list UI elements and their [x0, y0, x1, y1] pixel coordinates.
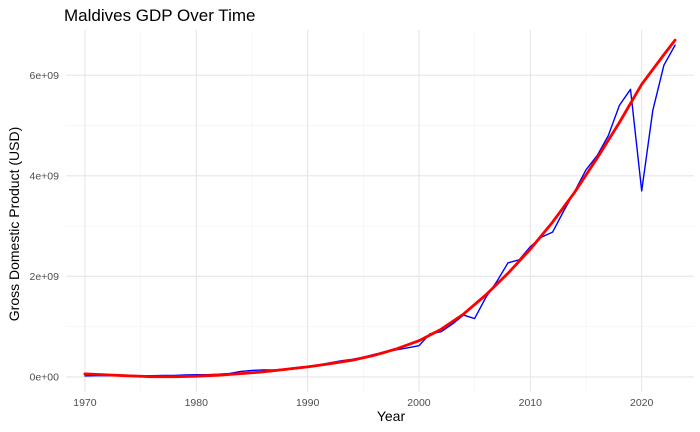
- y-axis-title: Gross Domestic Product (USD): [6, 127, 22, 321]
- chart-title: Maldives GDP Over Time: [64, 6, 255, 25]
- gdp-trend-line: [83, 38, 677, 379]
- x-tick-label: 2000: [407, 397, 431, 409]
- x-axis-ticks: 1970 1980 1990 2000 2010 2020: [73, 397, 653, 409]
- y-axis-ticks: 0e+00 2e+09 4e+09 6e+09: [30, 70, 60, 384]
- x-tick-label: 1970: [73, 397, 97, 409]
- x-tick-label: 2010: [519, 397, 543, 409]
- y-tick-label: 2e+09: [30, 271, 60, 283]
- x-tick-label: 1980: [185, 397, 209, 409]
- x-axis-title: Year: [377, 408, 406, 424]
- x-tick-label: 1990: [296, 397, 320, 409]
- y-tick-label: 0e+00: [30, 371, 60, 383]
- y-tick-label: 4e+09: [30, 170, 60, 182]
- x-tick-label: 2020: [630, 397, 654, 409]
- series-lines: [83, 38, 677, 379]
- y-tick-label: 6e+09: [30, 70, 60, 82]
- gdp-observed-line: [84, 44, 676, 377]
- grid: [66, 30, 694, 392]
